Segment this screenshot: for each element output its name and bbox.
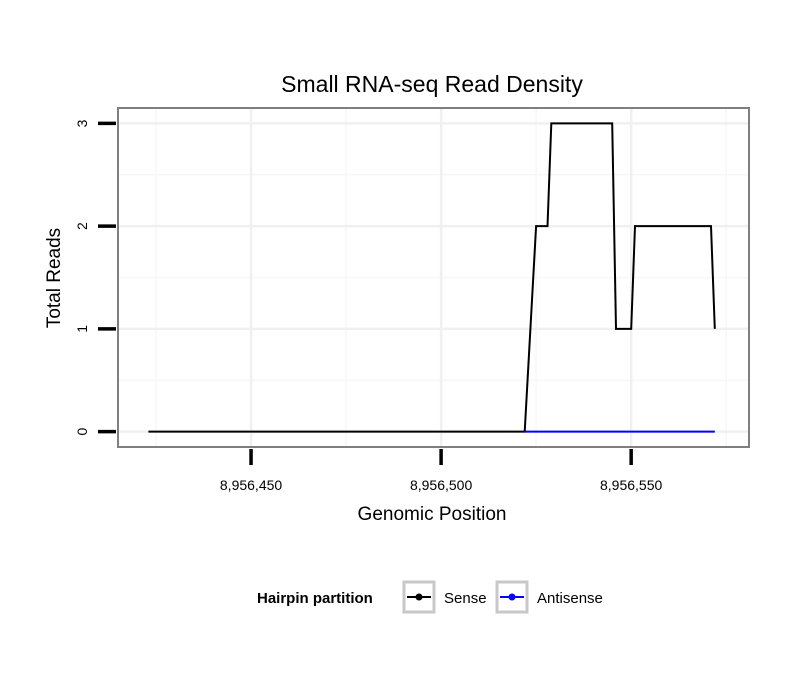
- y-tick-label: 3: [74, 119, 90, 127]
- chart-title: Small RNA-seq Read Density: [281, 71, 583, 97]
- y-tick-label: 2: [74, 222, 90, 230]
- x-tick-label: 8,956,450: [220, 477, 282, 493]
- x-tick-label: 8,956,550: [600, 477, 662, 493]
- series-lines: [148, 122, 716, 433]
- legend-key-point-sense: [415, 593, 423, 601]
- series-line-sense: [148, 122, 716, 433]
- x-axis: 8,956,450 8,956,500 8,956,550: [220, 449, 663, 493]
- x-axis-title: Genomic Position: [358, 504, 507, 525]
- legend-label-sense: Sense: [444, 590, 487, 607]
- legend-key-point-antisense: [508, 593, 516, 601]
- y-tick-label: 0: [74, 427, 90, 435]
- legend: Hairpin partition Sense Antisense: [257, 580, 603, 614]
- minor-gridlines: [118, 108, 749, 447]
- y-axis: 0 1 2 3: [74, 119, 116, 435]
- legend-title: Hairpin partition: [257, 590, 373, 607]
- plot-border: [117, 107, 750, 448]
- x-tick-label: 8,956,500: [410, 477, 472, 493]
- legend-label-antisense: Antisense: [537, 590, 603, 607]
- y-axis-title: Total Reads: [44, 228, 65, 328]
- y-tick-label: 1: [74, 325, 90, 333]
